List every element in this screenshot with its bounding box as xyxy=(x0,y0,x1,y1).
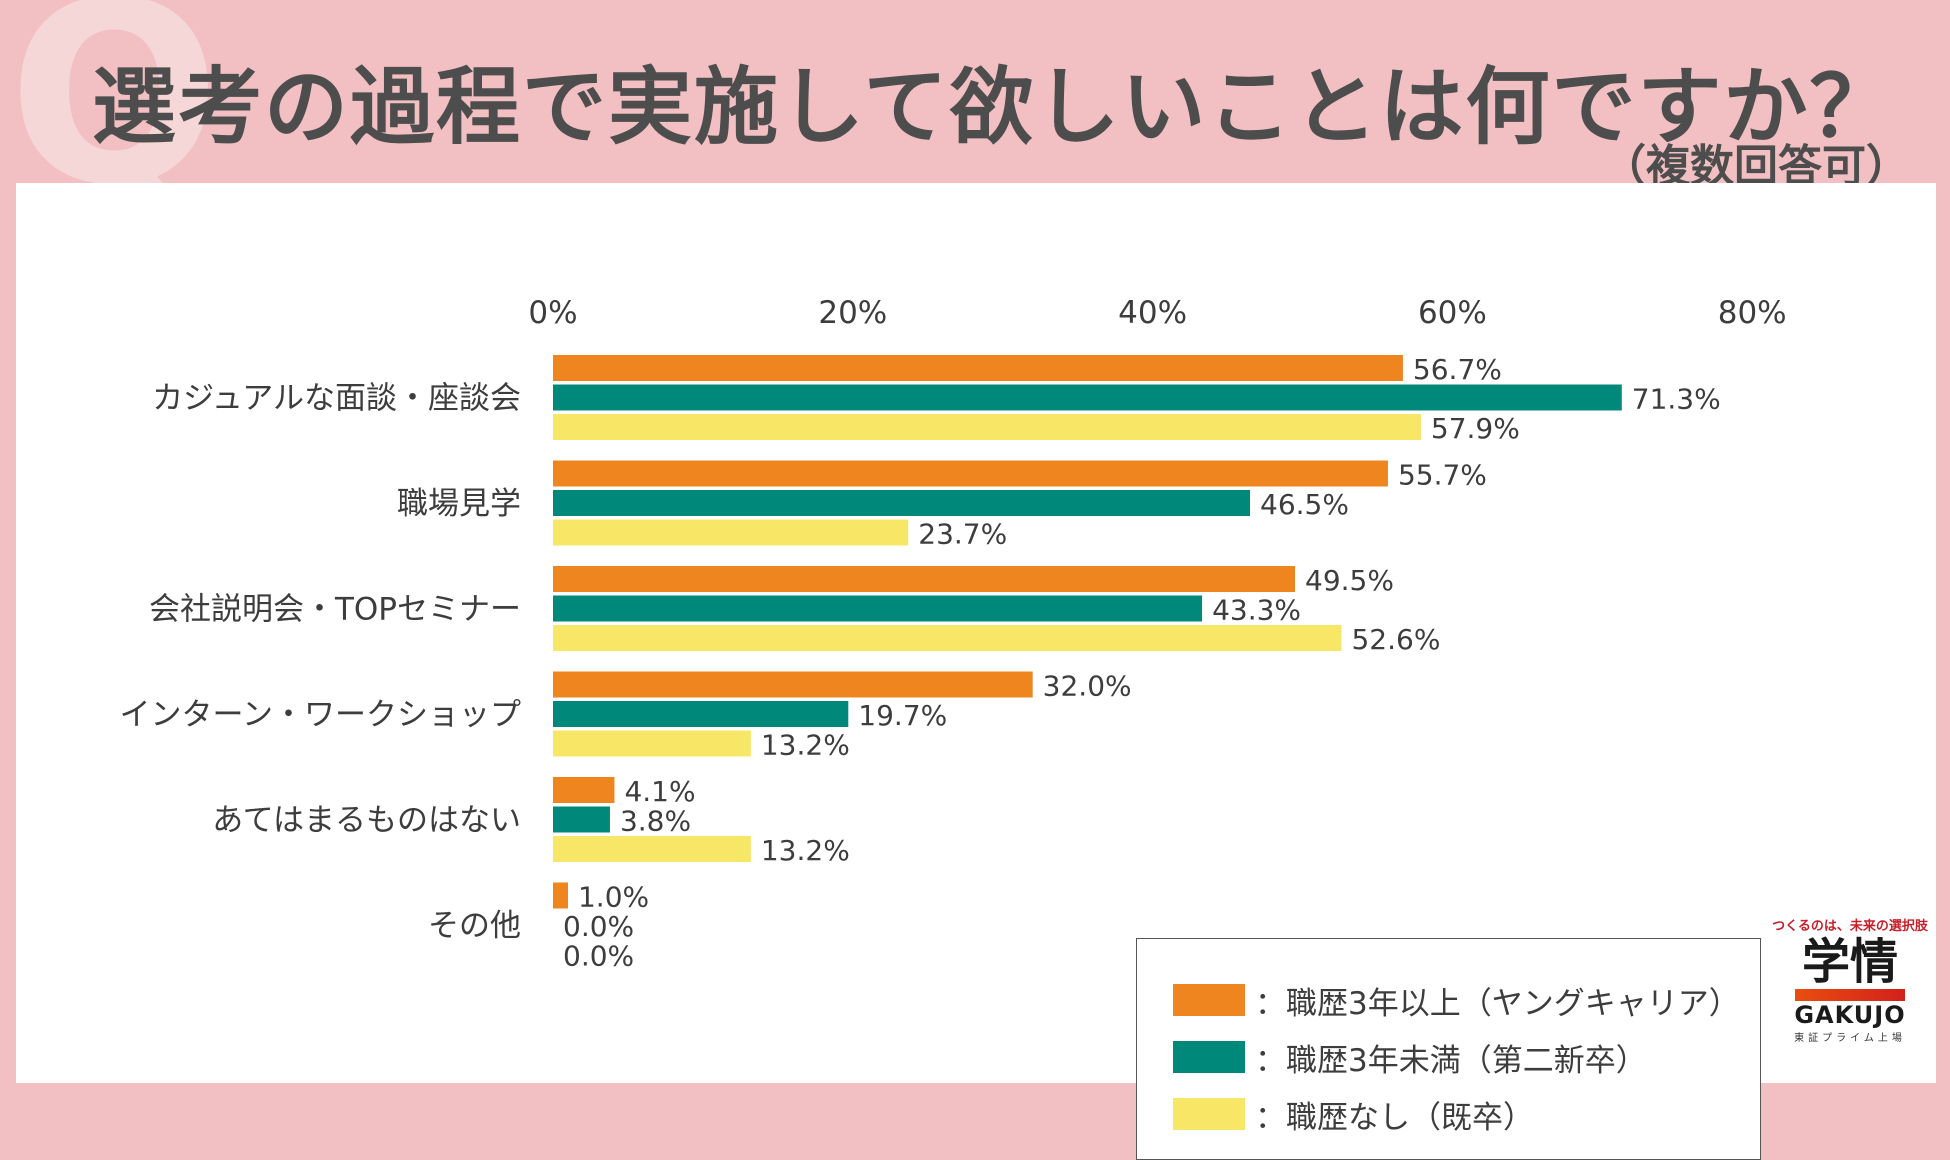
brand-logo-en: GAKUJO xyxy=(1794,1000,1906,1029)
tick-label: 40% xyxy=(1118,295,1187,331)
legend-swatch xyxy=(1173,1098,1245,1130)
category-label: インターン・ワークショップ xyxy=(120,697,521,733)
legend-item-second-new-grad: ：職歴3年未満（第二新卒） xyxy=(1173,1040,1647,1079)
bar xyxy=(553,701,849,727)
category-label: あてはまるものはない xyxy=(212,803,521,839)
legend-item-young-career: ：職歴3年以上（ヤングキャリア） xyxy=(1173,983,1740,1022)
bar xyxy=(553,355,1403,381)
data-label: 55.7% xyxy=(1398,459,1487,492)
data-label: 52.6% xyxy=(1351,623,1440,656)
brand-logo: 学情 xyxy=(1801,934,1898,990)
bar xyxy=(553,836,751,862)
q-watermark: Q xyxy=(8,0,221,240)
bar xyxy=(553,671,1033,698)
brand-logo-block: つくるのは、未来の選択肢 学情 GAKUJO 東証プライム上場 xyxy=(1760,915,1940,1044)
tick-label: 60% xyxy=(1418,295,1487,331)
bar-chart: 0% 20% 40% 60% 80% カジュアルな面談・座談会 56.7% 71.3% 57.9… xyxy=(120,295,1787,973)
data-label: 32.0% xyxy=(1043,670,1132,703)
bar xyxy=(553,460,1388,487)
legend-label: ：職歴3年以上（ヤングキャリア） xyxy=(1255,985,1740,1022)
bar xyxy=(553,806,610,833)
brand-listing: 東証プライム上場 xyxy=(1794,1032,1906,1044)
chart-panel: 0% 20% 40% 60% 80% カジュアルな面談・座談会 56.7% 71.3% 57.9… xyxy=(16,183,1936,1160)
legend-label: ：職歴なし（既卒） xyxy=(1255,1099,1534,1136)
tick-label: 0% xyxy=(528,295,577,331)
bar xyxy=(553,490,1251,516)
data-label: 56.7% xyxy=(1413,353,1502,386)
brand-color-bar xyxy=(1795,988,1905,1001)
bar xyxy=(553,882,568,909)
data-label: 57.9% xyxy=(1431,412,1520,445)
category-label: 職場見学 xyxy=(397,486,521,522)
bar xyxy=(553,566,1296,592)
data-label: 0.0% xyxy=(563,940,634,973)
data-label: 46.5% xyxy=(1260,488,1349,521)
tick-label: 80% xyxy=(1718,295,1787,331)
data-label: 1.0% xyxy=(578,881,649,914)
data-label: 13.2% xyxy=(761,834,850,867)
bar xyxy=(553,730,751,757)
data-label: 71.3% xyxy=(1632,383,1721,416)
page-title: 選考の過程で実施して欲しいことは何ですか？ xyxy=(92,58,1896,156)
data-label: 4.1% xyxy=(624,775,695,808)
legend-label: ：職歴3年未満（第二新卒） xyxy=(1255,1042,1647,1079)
category-label: カジュアルな面談・座談会 xyxy=(152,381,521,417)
bar xyxy=(553,519,909,546)
bar xyxy=(553,414,1421,440)
category-label: 会社説明会・TOPセミナー xyxy=(149,592,521,628)
bar xyxy=(553,625,1342,651)
category-label: その他 xyxy=(428,908,521,944)
data-label: 3.8% xyxy=(620,805,691,838)
data-label: 43.3% xyxy=(1212,594,1301,627)
bar xyxy=(553,777,615,803)
data-label: 13.2% xyxy=(761,729,850,762)
brand-tagline: つくるのは、未来の選択肢 xyxy=(1772,919,1928,934)
tick-label: 20% xyxy=(818,295,887,331)
bar xyxy=(553,384,1622,411)
legend-item-graduated: ：職歴なし（既卒） xyxy=(1173,1097,1534,1136)
data-label: 49.5% xyxy=(1305,564,1394,597)
legend: ：職歴3年以上（ヤングキャリア） ：職歴3年未満（第二新卒） ：職歴なし（既卒） xyxy=(1136,938,1761,1160)
bar xyxy=(553,595,1203,622)
data-label: 19.7% xyxy=(858,699,947,732)
data-label: 23.7% xyxy=(918,518,1007,551)
legend-swatch xyxy=(1173,1041,1245,1073)
legend-swatch xyxy=(1173,984,1245,1016)
data-label: 0.0% xyxy=(563,910,634,943)
